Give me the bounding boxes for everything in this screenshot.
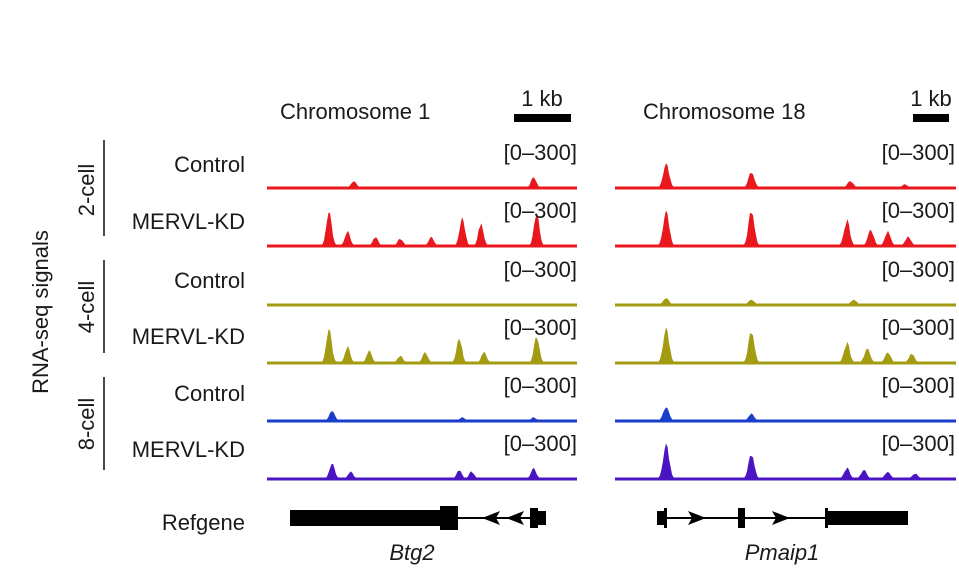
chromosome-label-left: Chromosome 1	[280, 99, 430, 124]
exon	[664, 508, 667, 528]
exon	[738, 508, 745, 528]
condition-label-mervl-kd: MERVL-KD	[132, 324, 245, 349]
track-baseline	[267, 244, 577, 248]
track-baseline	[615, 477, 956, 481]
condition-label-mervl-kd: MERVL-KD	[132, 209, 245, 234]
track-range-label: [0–300]	[504, 373, 577, 398]
exon	[657, 511, 664, 525]
track-baseline	[267, 419, 577, 423]
track-baseline	[267, 477, 577, 481]
gene-name-btg2: Btg2	[389, 540, 434, 565]
track-range-label: [0–300]	[504, 140, 577, 165]
scale-bar-label-right: 1 kb	[910, 86, 952, 111]
track-baseline	[267, 186, 577, 190]
exon	[440, 506, 458, 530]
condition-label-control: Control	[174, 152, 245, 177]
stage-label-8cell: 8-cell	[74, 398, 99, 451]
track-range-label: [0–300]	[882, 373, 955, 398]
coverage-signal	[267, 177, 577, 188]
coverage-signal	[267, 411, 577, 421]
stage-label-2cell: 2-cell	[74, 164, 99, 217]
strand-arrow-left-icon	[482, 511, 500, 525]
track-range-label: [0–300]	[882, 431, 955, 456]
coverage-signal	[267, 329, 577, 363]
strand-arrow-right-icon	[772, 511, 790, 525]
gene-name-pmaip1: Pmaip1	[745, 540, 820, 565]
stage-group-8cell: 8-cell	[74, 377, 105, 470]
y-axis-label: RNA-seq signals	[28, 230, 53, 394]
condition-label-control: Control	[174, 381, 245, 406]
strand-arrow-left-icon	[506, 511, 524, 525]
refgene-label: Refgene	[162, 510, 245, 535]
chromosome-label-right: Chromosome 18	[643, 99, 806, 124]
exon	[538, 511, 546, 525]
stage-group-2cell: 2-cell	[74, 140, 105, 236]
condition-label-mervl-kd: MERVL-KD	[132, 437, 245, 462]
track-baseline	[615, 186, 956, 190]
exon	[290, 510, 440, 526]
gene-model-pmaip1: Pmaip1	[657, 508, 908, 565]
condition-label-control: Control	[174, 268, 245, 293]
track-panel-pmaip1: [0–300] [0–300] [0–300] [0–300] [0–300] [0–30…	[615, 140, 956, 481]
track-range-label: [0–300]	[882, 198, 955, 223]
stage-label-4cell: 4-cell	[74, 281, 99, 334]
track-baseline	[267, 303, 577, 307]
track-range-label: [0–300]	[882, 315, 955, 340]
exon	[825, 508, 828, 528]
track-range-label: [0–300]	[882, 140, 955, 165]
scale-bar-right	[913, 114, 949, 122]
exon	[828, 511, 908, 525]
track-range-label: [0–300]	[504, 431, 577, 456]
strand-arrow-right-icon	[688, 511, 706, 525]
track-range-label: [0–300]	[882, 257, 955, 282]
track-panel-btg2: [0–300] [0–300] [0–300] [0–300] [0–300] [0–30…	[267, 140, 577, 481]
track-baseline	[267, 361, 577, 365]
track-baseline	[615, 361, 956, 365]
track-baseline	[615, 244, 956, 248]
scale-bar-left	[514, 114, 571, 122]
track-range-label: [0–300]	[504, 198, 577, 223]
exon	[530, 508, 538, 528]
coverage-signal	[615, 407, 956, 421]
track-baseline	[615, 419, 956, 423]
track-baseline	[615, 303, 956, 307]
gene-model-btg2: Btg2	[290, 506, 546, 565]
coverage-signal	[615, 163, 956, 188]
scale-bar-label-left: 1 kb	[521, 86, 563, 111]
track-range-label: [0–300]	[504, 257, 577, 282]
coverage-signal	[615, 210, 956, 246]
stage-group-4cell: 4-cell	[74, 260, 105, 353]
coverage-signal	[267, 212, 577, 246]
coverage-signal	[267, 463, 577, 479]
track-range-label: [0–300]	[504, 315, 577, 340]
